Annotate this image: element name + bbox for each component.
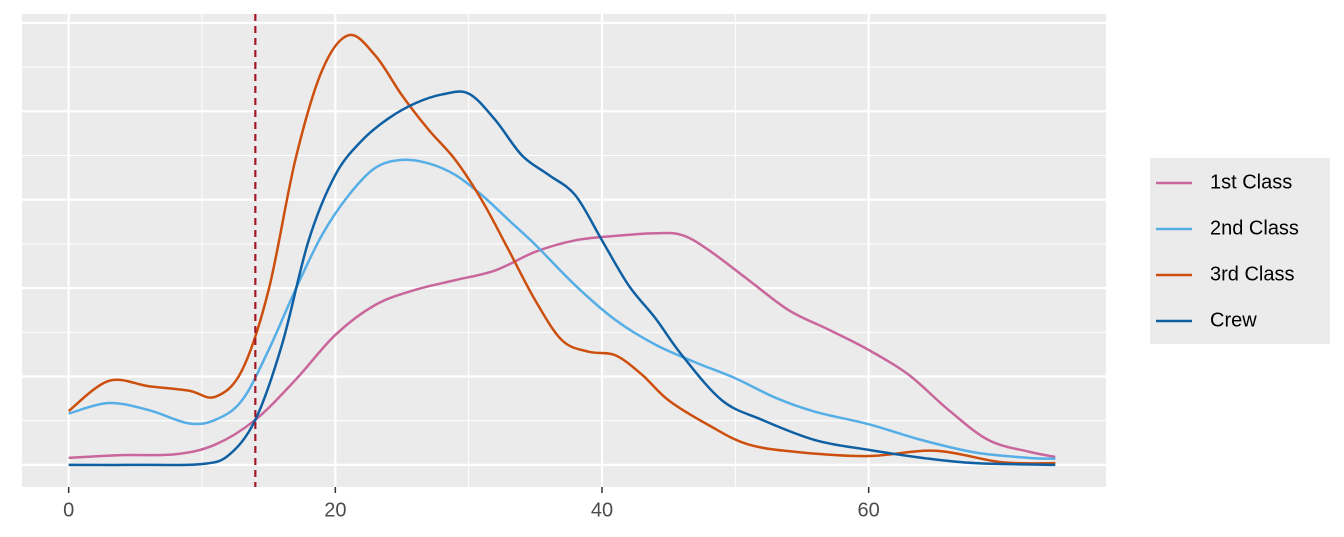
density-line bbox=[67, 33, 1056, 465]
x-tick-label: 0 bbox=[63, 499, 74, 521]
legend-box bbox=[1150, 158, 1330, 344]
plot-panel bbox=[22, 14, 1106, 487]
legend-label: 1st Class bbox=[1210, 171, 1292, 193]
density-line bbox=[68, 231, 1056, 460]
x-tick-label: 20 bbox=[324, 499, 346, 521]
legend-label: 3rd Class bbox=[1210, 263, 1294, 285]
x-tick-label: 40 bbox=[591, 499, 613, 521]
legend-label: Crew bbox=[1210, 309, 1257, 331]
density-line bbox=[68, 158, 1056, 460]
density-line bbox=[68, 90, 1056, 467]
legend-label: 2nd Class bbox=[1210, 217, 1299, 239]
x-tick-label: 60 bbox=[858, 499, 880, 521]
